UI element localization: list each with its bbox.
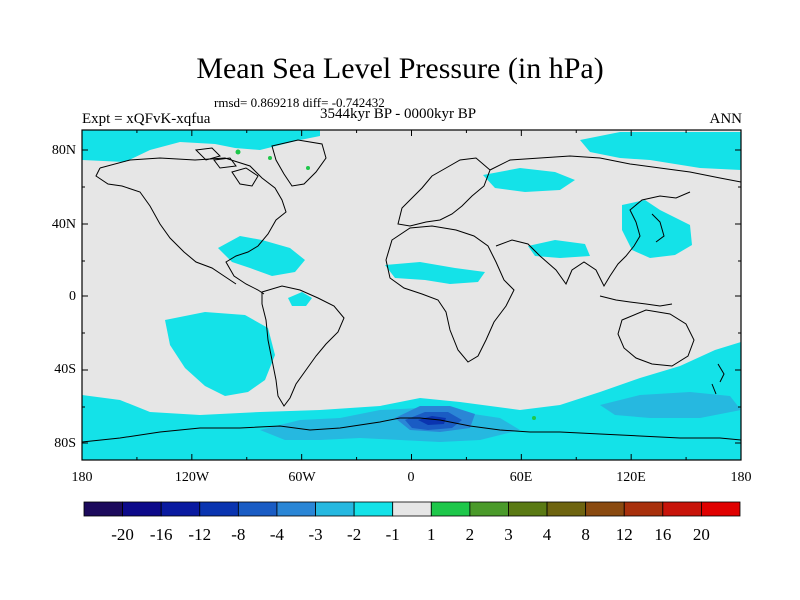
- colorbar-swatch: [585, 501, 625, 517]
- colorbar-label: -2: [347, 525, 361, 544]
- colorbar-label: 8: [581, 525, 590, 544]
- lat-label-80s: 80S: [54, 436, 76, 451]
- colorbar-label: -20: [111, 525, 134, 544]
- colorbar-swatch: [353, 501, 394, 517]
- positive-speck: [268, 156, 272, 160]
- positive-speck: [306, 166, 310, 170]
- lat-label-equator: 0: [69, 289, 76, 304]
- colorbar-label: 12: [616, 525, 633, 544]
- anomaly-region-indian-sector: [600, 392, 741, 418]
- colorbar-swatch: [546, 501, 587, 517]
- latitude-axis: 80N 40N 0 40S 80S: [52, 143, 76, 451]
- lat-label-40n: 40N: [52, 217, 76, 232]
- map-panel: [82, 130, 741, 460]
- season-label: ANN: [709, 111, 743, 127]
- colorbar-label: -1: [386, 525, 400, 544]
- positive-speck: [235, 149, 241, 155]
- stats-label: rmsd= 0.869218 diff= -0.742432: [214, 95, 385, 110]
- lat-label-80n: 80N: [52, 143, 76, 158]
- anomaly-region-sahara: [385, 262, 485, 284]
- colorbar-swatch: [315, 501, 355, 517]
- coastline-new-zealand: [711, 363, 725, 395]
- lon-label-60e: 60E: [510, 470, 533, 485]
- colorbar-swatch: [160, 501, 201, 517]
- coastline-hudson-bay: [231, 167, 259, 187]
- axis-ticks: [81, 130, 742, 460]
- coastline-africa: [385, 225, 515, 363]
- anomaly-region-arabia: [528, 240, 590, 258]
- lon-label-60w: 60W: [288, 470, 316, 485]
- lon-label-120e: 120E: [616, 470, 646, 485]
- anomaly-region-southern-ocean: [82, 342, 741, 460]
- anomaly-shading: [82, 130, 741, 460]
- lon-label-0: 0: [408, 470, 415, 485]
- colorbar-label: 3: [504, 525, 513, 544]
- coastline-south-america: [261, 285, 345, 407]
- page-title: Mean Sea Level Pressure (in hPa): [196, 52, 604, 85]
- coastline-greenland: [271, 139, 327, 187]
- colorbar-swatch: [623, 501, 664, 517]
- colorbar-label: -16: [150, 525, 173, 544]
- colorbar-swatch: [701, 501, 741, 517]
- colorbar-label: -3: [308, 525, 322, 544]
- colorbar-swatch: [430, 501, 471, 517]
- lat-label-40s: 40S: [54, 362, 76, 377]
- coastline-indonesia: [599, 295, 673, 307]
- colorbar-swatch: [237, 501, 278, 517]
- lon-label-120w: 120W: [175, 470, 210, 485]
- lon-label-180e: 180: [731, 470, 752, 485]
- colorbar-label: -4: [270, 525, 285, 544]
- anomaly-region-siberia: [483, 168, 575, 192]
- coastlines: [82, 139, 741, 443]
- colorbar-swatch: [122, 501, 162, 517]
- coastline-japan: [651, 213, 665, 243]
- colorbar-label: 2: [466, 525, 475, 544]
- anomaly-region-east-asia: [622, 200, 692, 258]
- colorbar-label: 20: [693, 525, 710, 544]
- coastline-asia: [489, 155, 741, 288]
- colorbar-label: -8: [231, 525, 245, 544]
- anomaly-region-south-pacific: [165, 312, 275, 396]
- colorbar-labels: -20 -16 -12 -8 -4 -3 -2 -1 1 2 3 4 8 12 16 20: [111, 525, 710, 544]
- colorbar-label: 1: [427, 525, 436, 544]
- colorbar-swatch: [662, 501, 702, 517]
- experiment-label: Expt = xQFvK-xqfua: [82, 111, 211, 127]
- colorbar-label: 16: [654, 525, 671, 544]
- colorbar-swatch: [83, 501, 123, 517]
- colorbar: [83, 501, 741, 517]
- positive-speck: [532, 416, 536, 420]
- anomaly-region-arctic-west: [82, 130, 320, 162]
- coastline-australia: [617, 309, 695, 367]
- period-label: 3544kyr BP - 0000kyr BP: [320, 106, 477, 122]
- colorbar-swatch: [469, 501, 509, 517]
- colorbar-swatch: [392, 501, 432, 517]
- lon-label-180w: 180: [72, 470, 93, 485]
- anomaly-region-caribbean: [218, 236, 305, 276]
- colorbar-swatch: [508, 501, 548, 517]
- anomaly-region-arctic-east: [580, 132, 741, 170]
- longitude-axis: 180 120W 60W 0 60E 120E 180: [72, 470, 752, 485]
- colorbar-swatch: [276, 501, 316, 517]
- coastline-north-america: [95, 157, 287, 295]
- coastline-antarctica: [82, 417, 741, 443]
- colorbar-swatch: [199, 501, 239, 517]
- coastline-arctic-islands: [194, 147, 237, 169]
- anomaly-region-tropical-atlantic: [288, 292, 312, 306]
- colorbar-label: -12: [188, 525, 211, 544]
- colorbar-label: 4: [543, 525, 552, 544]
